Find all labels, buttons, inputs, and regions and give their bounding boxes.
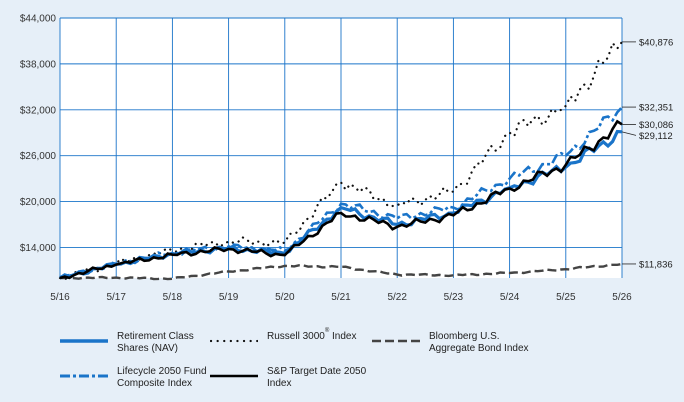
x-tick-label: 5/25 — [556, 292, 576, 303]
end-value-label: $40,876 — [639, 37, 673, 48]
series-line — [58, 40, 624, 281]
x-tick-label: 5/23 — [444, 292, 464, 303]
x-tick-label: 5/17 — [106, 292, 126, 303]
x-tick-label: 5/22 — [387, 292, 407, 303]
series-line — [60, 262, 623, 281]
y-tick-label: $26,000 — [20, 151, 57, 162]
y-tick-label: $38,000 — [20, 59, 57, 70]
x-tick-label: 5/16 — [50, 292, 70, 303]
legend-item-retirement: Retirement Class Shares (NAV) — [60, 331, 210, 359]
legend-label-lifecycle: Lifecycle 2050 Fund Composite Index — [117, 366, 207, 389]
legend-item-lifecycle: Lifecycle 2050 Fund Composite Index — [60, 366, 210, 394]
legend-label-russell: Russell 3000® Index — [267, 328, 357, 342]
legend-item-russell: Russell 3000® Index — [209, 328, 370, 359]
y-tick-label: $20,000 — [20, 197, 57, 208]
legend-swatch-sp — [210, 371, 258, 378]
y-tick-label: $44,000 — [20, 14, 57, 25]
legend-swatch-russell — [209, 336, 260, 343]
legend-swatch-lifecycle — [60, 371, 108, 378]
x-tick-label: 5/20 — [275, 292, 295, 303]
end-value-label: $30,086 — [639, 120, 673, 131]
x-tick-label: 5/26 — [612, 292, 632, 303]
y-tick-label: $32,000 — [20, 105, 57, 116]
legend-swatch-retirement — [60, 336, 108, 343]
end-value-label: $11,836 — [639, 259, 673, 270]
legend-label-retirement: Retirement Class Shares (NAV) — [117, 331, 194, 354]
end-value-label: $29,112 — [639, 131, 673, 142]
end-label-leader — [621, 131, 637, 136]
legend-label-sp: S&P Target Date 2050 Index — [267, 366, 367, 389]
y-tick-label: $14,000 — [20, 243, 57, 254]
series-line — [59, 119, 623, 280]
x-tick-label: 5/21 — [331, 292, 351, 303]
legend-swatch-bloomberg — [372, 336, 420, 343]
x-tick-label: 5/18 — [163, 292, 183, 303]
legend-label-bloomberg: Bloomberg U.S. Aggregate Bond Index — [429, 331, 529, 354]
end-value-label: $32,351 — [639, 103, 673, 114]
x-tick-label: 5/19 — [219, 292, 239, 303]
x-tick-label: 5/24 — [500, 292, 520, 303]
legend-item-sp: S&P Target Date 2050 Index — [210, 366, 370, 394]
legend-item-bloomberg: Bloomberg U.S. Aggregate Bond Index — [372, 331, 552, 359]
